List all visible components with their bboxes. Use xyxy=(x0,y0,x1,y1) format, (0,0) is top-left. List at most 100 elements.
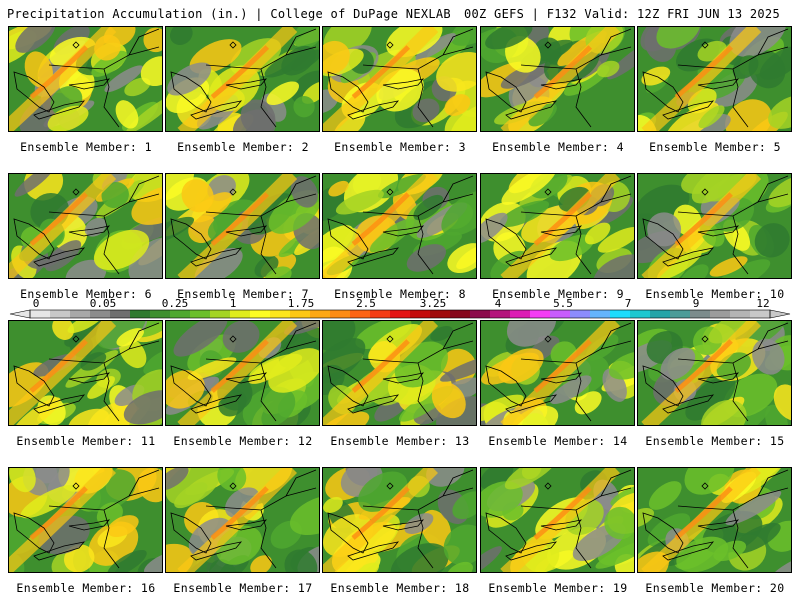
precip-contour xyxy=(604,506,634,540)
precip-contour xyxy=(708,321,759,344)
precip-contour xyxy=(732,55,759,79)
precip-contour xyxy=(250,555,273,572)
precip-contour xyxy=(584,222,611,245)
member-map-20 xyxy=(637,467,792,573)
precip-contour xyxy=(128,174,162,202)
member-map-6 xyxy=(8,173,163,279)
precip-contour xyxy=(222,321,260,353)
precip-contour xyxy=(713,259,771,278)
precip-field-map xyxy=(323,27,476,131)
precip-contour xyxy=(430,326,453,342)
member-map-16 xyxy=(8,467,163,573)
great-lake-outline xyxy=(13,71,55,113)
precip-contour xyxy=(209,559,237,572)
colorbar-segment xyxy=(250,310,271,318)
precip-contour xyxy=(377,174,426,199)
great-lake-outline xyxy=(327,218,369,260)
state-borders xyxy=(677,28,789,128)
precip-field-map xyxy=(323,174,476,278)
precip-core xyxy=(210,486,269,540)
precip-contour xyxy=(648,481,682,510)
precip-contour xyxy=(501,174,557,205)
great-lake-outline xyxy=(190,247,243,267)
precip-contour xyxy=(116,328,144,347)
member-map-15 xyxy=(637,320,792,426)
precip-contour xyxy=(691,174,745,204)
precip-contour xyxy=(45,240,82,272)
member-label-11: Ensemble Member: 11 xyxy=(16,434,156,448)
member-label-9: Ensemble Member: 9 xyxy=(492,287,624,301)
member-label-5: Ensemble Member: 5 xyxy=(649,140,781,154)
precip-band xyxy=(323,321,439,425)
colorbar-segment xyxy=(130,310,151,318)
precip-contour xyxy=(68,408,110,425)
precip-contour xyxy=(657,249,702,278)
great-lake-outline xyxy=(642,365,684,407)
precip-contour xyxy=(549,234,594,262)
precip-contour xyxy=(443,524,476,566)
great-lake-outline xyxy=(327,365,369,407)
colorbar-tick-label: 7 xyxy=(624,297,632,310)
colorbar-segment xyxy=(610,310,631,318)
great-lake-outline xyxy=(642,512,684,554)
colorbar-tick-label: 0 xyxy=(32,297,40,310)
precip-contour xyxy=(351,562,380,572)
precip-contour xyxy=(293,27,319,49)
precip-contour xyxy=(284,321,319,336)
great-lake-outline xyxy=(33,247,86,267)
colorbar-segment xyxy=(370,310,391,318)
lake-marker xyxy=(229,482,237,490)
member-label-2: Ensemble Member: 2 xyxy=(177,140,309,154)
precip-field-map xyxy=(166,321,319,425)
precip-field-map xyxy=(9,468,162,572)
precip-band xyxy=(500,174,621,278)
member-map-2 xyxy=(165,26,320,132)
colorbar-segment xyxy=(450,310,471,318)
precip-contour xyxy=(166,174,195,201)
lake-marker xyxy=(229,335,237,343)
colorbar-tick-label: 3.25 xyxy=(419,297,447,310)
precip-contour xyxy=(137,468,162,503)
precip-core xyxy=(29,192,89,246)
colorbar-segment xyxy=(410,310,431,318)
precip-field-map xyxy=(9,174,162,278)
lake-marker xyxy=(701,335,709,343)
member-label-6: Ensemble Member: 6 xyxy=(20,287,152,301)
great-lake-outline xyxy=(68,78,111,90)
precip-contour xyxy=(323,497,343,514)
state-borders xyxy=(205,175,317,275)
member-map-9 xyxy=(480,173,635,279)
great-lake-outline xyxy=(505,541,558,561)
member-map-1 xyxy=(8,26,163,132)
member-map-17 xyxy=(165,467,320,573)
precip-contour xyxy=(773,384,791,421)
lake-marker xyxy=(386,41,394,49)
precip-contour xyxy=(412,98,440,123)
precip-contour xyxy=(481,212,508,244)
precip-contour xyxy=(166,468,189,491)
precip-core xyxy=(674,339,733,393)
precip-contour xyxy=(609,351,634,380)
colorbar-segment xyxy=(650,310,671,318)
member-label-10: Ensemble Member: 10 xyxy=(645,287,785,301)
precip-contour xyxy=(593,254,634,278)
precip-contour xyxy=(440,355,476,382)
precip-contour xyxy=(647,513,691,547)
precip-contour xyxy=(660,347,696,380)
great-lake-outline xyxy=(540,225,583,237)
lake-marker xyxy=(72,188,80,196)
precip-contour xyxy=(333,112,366,131)
colorbar-segment xyxy=(70,310,91,318)
precip-contour xyxy=(65,259,107,278)
colorbar-left-arrow xyxy=(9,309,31,319)
precip-contour xyxy=(104,65,144,93)
precip-contour xyxy=(498,348,544,384)
precip-contour xyxy=(676,536,729,572)
colorbar-segment xyxy=(90,310,111,318)
state-borders xyxy=(205,469,317,569)
great-lake-outline xyxy=(382,372,425,384)
precip-band xyxy=(177,468,298,572)
colorbar-segment xyxy=(190,310,211,318)
precip-contour xyxy=(447,243,476,274)
precip-contour xyxy=(166,216,195,247)
